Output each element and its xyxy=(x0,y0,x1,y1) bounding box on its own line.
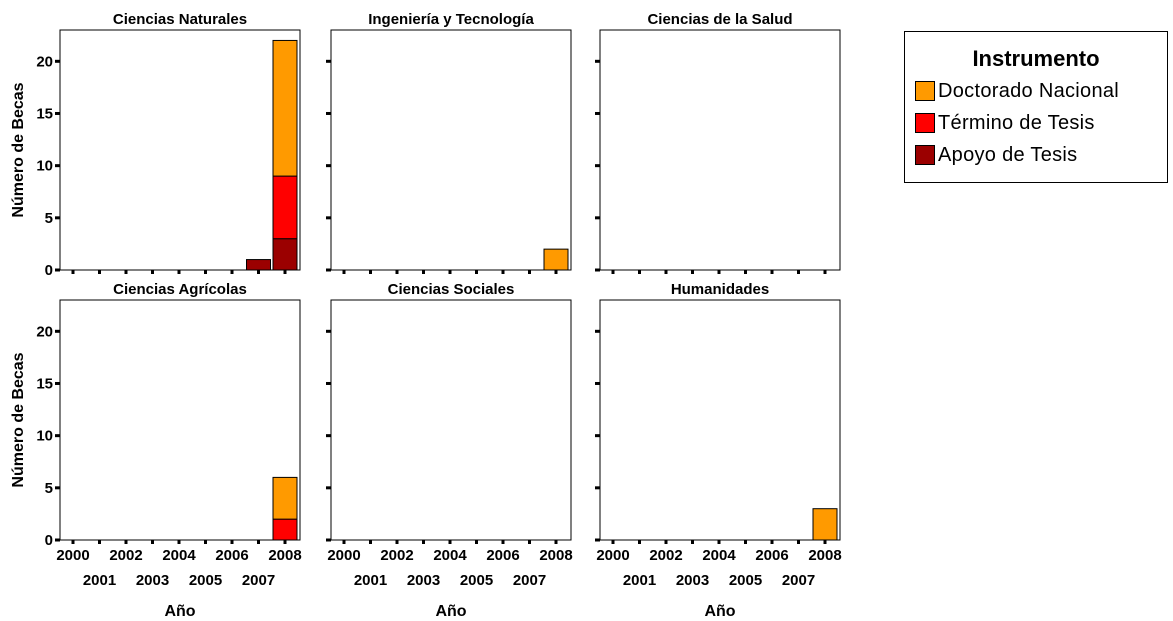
y-tick-label: 15 xyxy=(36,105,53,122)
y-tick-label: 20 xyxy=(36,323,53,340)
x-tick-label: 2005 xyxy=(729,572,762,589)
x-tick-label: 2008 xyxy=(268,547,301,564)
x-tick-label: 2004 xyxy=(433,547,467,564)
x-tick-label: 2000 xyxy=(596,547,629,564)
x-tick-label: 2001 xyxy=(623,572,656,589)
bar-doctorado-nacional xyxy=(812,508,838,541)
x-tick-label: 2006 xyxy=(486,547,519,564)
legend: Instrumento Doctorado Nacional Término d… xyxy=(904,31,1168,183)
y-tick-label: 5 xyxy=(45,210,53,227)
y-axis-label: Número de Becas xyxy=(10,82,27,217)
x-tick-label: 2002 xyxy=(109,547,142,564)
x-tick-label: 2003 xyxy=(676,572,709,589)
y-tick-label: 0 xyxy=(45,262,53,279)
x-tick-label: 2008 xyxy=(539,547,572,564)
x-tick-label: 2003 xyxy=(407,572,440,589)
x-tick-label: 2007 xyxy=(782,572,815,589)
y-tick-label: 20 xyxy=(36,53,53,70)
x-tick-label: 2002 xyxy=(649,547,682,564)
x-tick-label: 2004 xyxy=(162,547,196,564)
legend-label: Apoyo de Tesis xyxy=(938,143,1078,166)
bar-doctorado-nacional xyxy=(543,248,569,271)
panel-title: Ciencias Sociales xyxy=(388,281,515,298)
x-tick-label: 2004 xyxy=(702,547,736,564)
x-tick-label: 2005 xyxy=(460,572,493,589)
x-tick-label: 2001 xyxy=(83,572,116,589)
panel-title: Ciencias Agrícolas xyxy=(113,281,247,298)
x-tick-label: 2003 xyxy=(136,572,169,589)
bar-apoyo-de-tesis xyxy=(246,259,271,271)
legend-label: Término de Tesis xyxy=(938,111,1095,134)
legend-swatch xyxy=(915,81,935,101)
x-tick-label: 2006 xyxy=(755,547,788,564)
legend-swatch xyxy=(915,145,935,165)
plot-frame xyxy=(59,299,301,541)
bar-termino-de-tesis xyxy=(272,175,298,240)
x-tick-label: 2002 xyxy=(380,547,413,564)
x-tick-label: 2006 xyxy=(215,547,248,564)
y-tick-label: 10 xyxy=(36,428,53,445)
x-tick-label: 2005 xyxy=(189,572,222,589)
y-tick-label: 10 xyxy=(36,158,53,175)
y-tick-label: 0 xyxy=(45,532,53,549)
plot-frame xyxy=(330,29,572,271)
legend-item-doctorado-nacional: Doctorado Nacional xyxy=(905,75,1167,107)
bar-termino-de-tesis xyxy=(272,518,298,541)
plot-frame xyxy=(599,299,841,541)
x-tick-label: 2001 xyxy=(354,572,387,589)
panel-title: Humanidades xyxy=(671,281,769,298)
x-tick-label: 2000 xyxy=(56,547,89,564)
x-axis-label: Año xyxy=(704,603,735,620)
x-axis-label: Año xyxy=(435,603,466,620)
x-tick-label: 2007 xyxy=(242,572,275,589)
bar-apoyo-de-tesis xyxy=(272,238,298,271)
y-tick-label: 5 xyxy=(45,480,53,497)
x-tick-label: 2008 xyxy=(808,547,841,564)
panel-title: Ingeniería y Tecnología xyxy=(368,11,534,28)
panel-title: Ciencias Naturales xyxy=(113,11,247,28)
panel-title: Ciencias de la Salud xyxy=(647,11,792,28)
bar-doctorado-nacional xyxy=(272,476,298,520)
plot-frame xyxy=(330,299,572,541)
bar-doctorado-nacional xyxy=(272,39,298,177)
plot-frame xyxy=(59,29,301,271)
x-tick-label: 2007 xyxy=(513,572,546,589)
y-axis-label: Número de Becas xyxy=(10,352,27,487)
legend-title: Instrumento xyxy=(972,46,1100,71)
legend-label: Doctorado Nacional xyxy=(938,79,1120,102)
legend-swatch xyxy=(915,113,935,133)
x-axis-label: Año xyxy=(164,603,195,620)
y-tick-label: 15 xyxy=(36,375,53,392)
x-tick-label: 2000 xyxy=(327,547,360,564)
legend-item-apoyo-de-tesis: Apoyo de Tesis xyxy=(905,139,1167,171)
legend-item-termino-de-tesis: Término de Tesis xyxy=(905,107,1167,139)
plot-frame xyxy=(599,29,841,271)
